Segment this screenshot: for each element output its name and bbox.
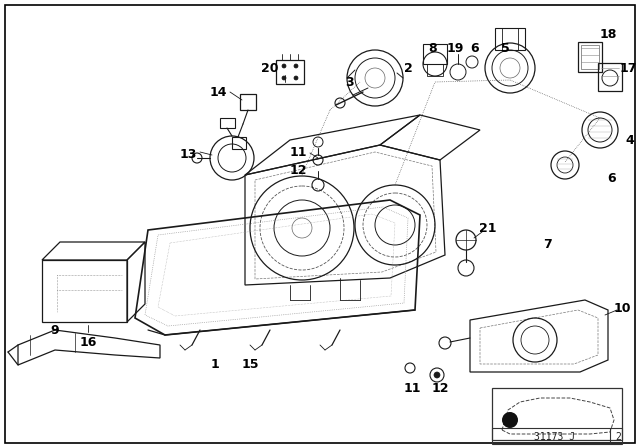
Bar [276,60,304,84]
Text: 2: 2 [615,432,621,442]
Text: 3: 3 [346,76,355,89]
Bar [42,260,127,322]
Bar [578,42,602,72]
Text: 8: 8 [429,42,437,55]
Bar [581,45,599,69]
Text: 2: 2 [404,61,412,74]
Circle shape [434,372,440,378]
Bar [427,64,443,76]
Bar [492,428,622,444]
Text: 21: 21 [479,221,497,234]
Text: 18: 18 [599,29,617,42]
Text: 20: 20 [261,61,279,74]
Text: 6: 6 [608,172,616,185]
Text: 5: 5 [500,42,509,55]
Text: 4: 4 [626,134,634,146]
Text: 16: 16 [79,336,97,349]
Text: 12: 12 [289,164,307,177]
Text: 31173 J: 31173 J [534,432,575,442]
Text: 9: 9 [51,323,60,336]
Bar [492,388,622,440]
Bar [232,137,246,149]
Text: 15: 15 [241,358,259,371]
Circle shape [294,64,298,68]
Text: 14: 14 [209,86,227,99]
Bar [598,63,622,91]
Circle shape [294,76,298,80]
Bar [495,28,525,50]
Text: 11: 11 [403,382,420,395]
Text: 7: 7 [543,238,552,251]
Circle shape [282,64,286,68]
Text: 13: 13 [179,148,196,161]
Text: 11: 11 [289,146,307,159]
Text: 10: 10 [613,302,631,314]
Circle shape [282,76,286,80]
Bar [240,94,256,110]
Text: 6: 6 [470,42,479,55]
Text: 19: 19 [446,42,464,55]
Text: 1: 1 [211,358,220,371]
Text: 12: 12 [431,382,449,395]
Bar [220,118,235,128]
Circle shape [502,412,518,428]
Bar [423,44,447,64]
Text: 17: 17 [620,61,637,74]
